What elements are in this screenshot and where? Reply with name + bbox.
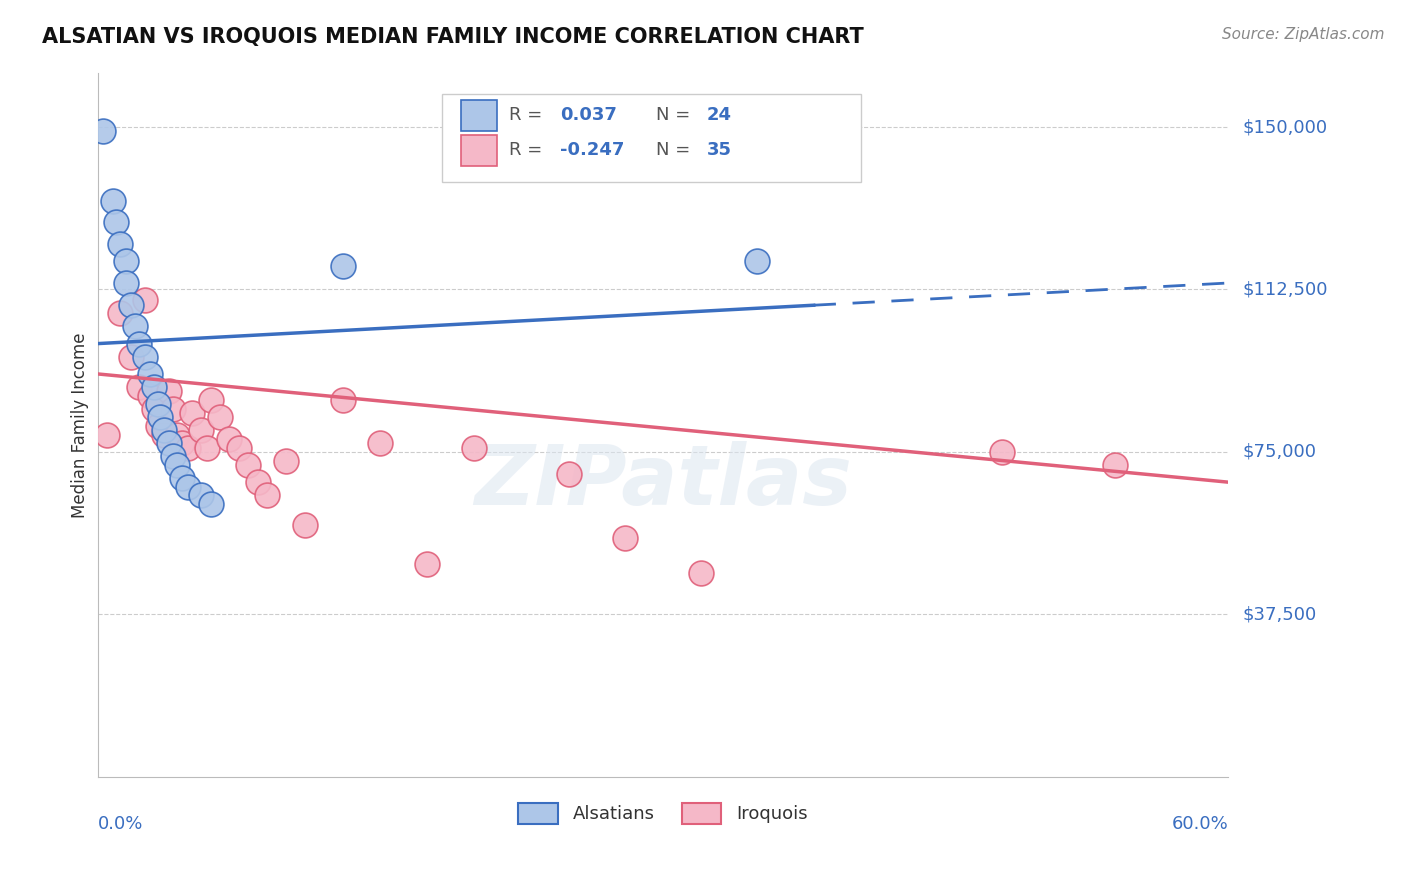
Point [121,350,143,364]
Point [152,427,174,442]
Point [108,237,131,252]
Point [209,410,232,425]
Point [190,488,212,502]
Text: 60.0%: 60.0% [1171,815,1229,833]
Point [162,401,184,416]
Text: ALSATIAN VS IROQUOIS MEDIAN FAMILY INCOME CORRELATION CHART: ALSATIAN VS IROQUOIS MEDIAN FAMILY INCOM… [42,27,863,46]
Point [463,441,485,455]
Point [200,497,222,511]
Point [246,475,269,490]
Point [143,401,166,416]
Point [195,441,218,455]
Text: $37,500: $37,500 [1243,606,1316,624]
Text: 24: 24 [707,106,733,124]
Point [689,566,711,580]
Point [238,458,260,472]
Text: Source: ZipAtlas.com: Source: ZipAtlas.com [1222,27,1385,42]
Point [218,432,240,446]
Point [177,441,200,455]
Text: $150,000: $150,000 [1243,118,1327,136]
Point [416,558,439,572]
Point [139,367,162,381]
Text: -0.247: -0.247 [560,141,624,160]
Point [200,392,222,407]
Point [162,449,184,463]
Point [294,518,316,533]
Legend: Alsatians, Iroquois: Alsatians, Iroquois [512,796,814,831]
Text: R =: R = [509,106,554,124]
Text: ZIPatlas: ZIPatlas [474,441,852,522]
Point [121,298,143,312]
Point [177,479,200,493]
Point [256,488,278,502]
Point [96,427,118,442]
FancyBboxPatch shape [461,135,496,166]
Point [332,259,354,273]
Point [105,215,128,229]
Point [146,418,169,433]
Point [166,427,188,442]
Point [108,306,131,320]
Point [991,445,1014,459]
Text: N =: N = [657,106,696,124]
Point [172,471,194,485]
Point [172,436,194,450]
Point [128,336,150,351]
FancyBboxPatch shape [461,100,496,131]
Point [128,380,150,394]
Point [614,532,637,546]
Point [134,293,156,308]
Point [139,388,162,402]
Point [115,276,138,290]
Point [228,441,250,455]
Point [152,423,174,437]
Point [91,124,114,138]
Point [115,254,138,268]
Point [747,254,769,268]
Point [274,453,297,467]
Point [146,397,169,411]
Text: $75,000: $75,000 [1243,442,1316,461]
Point [143,380,166,394]
Point [368,436,391,450]
Point [332,392,354,407]
Text: 0.037: 0.037 [560,106,617,124]
FancyBboxPatch shape [443,94,860,182]
Point [180,406,202,420]
Text: N =: N = [657,141,696,160]
Point [101,194,124,208]
Point [166,458,188,472]
Text: R =: R = [509,141,548,160]
Point [557,467,579,481]
Point [157,436,180,450]
Text: 0.0%: 0.0% [97,815,143,833]
Point [1104,458,1126,472]
Point [157,384,180,399]
Point [149,410,172,425]
Point [190,423,212,437]
Y-axis label: Median Family Income: Median Family Income [72,332,89,517]
Text: $112,500: $112,500 [1243,280,1327,299]
Text: 35: 35 [707,141,733,160]
Point [124,319,146,334]
Point [134,350,156,364]
